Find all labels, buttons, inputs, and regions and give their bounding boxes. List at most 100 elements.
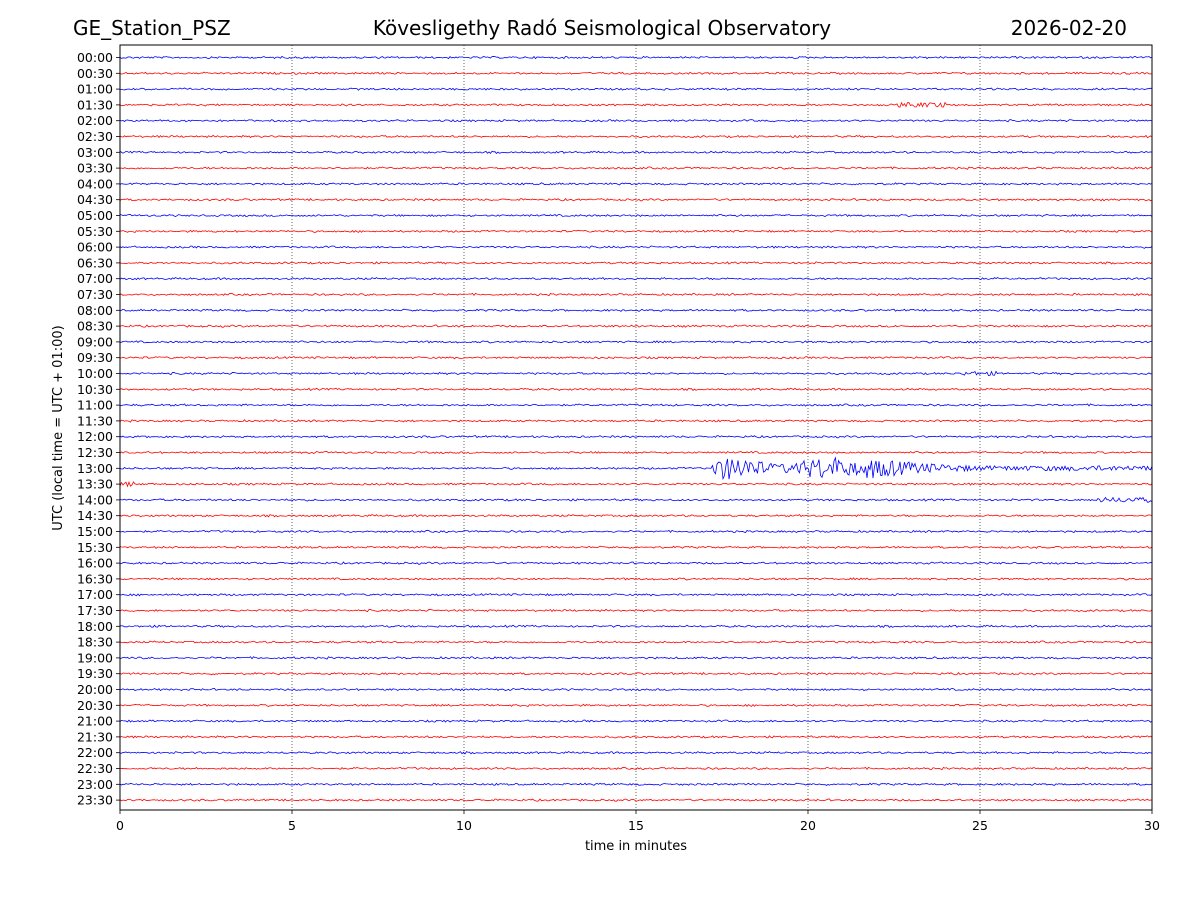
trace-2200 (120, 751, 1153, 755)
y-tick-label: 02:30 (77, 129, 113, 144)
y-tick-label: 00:00 (77, 50, 113, 65)
trace-2300 (119, 782, 1153, 786)
y-tick-label: 14:30 (77, 508, 113, 523)
x-tick-label: 20 (800, 818, 816, 833)
trace-0530 (119, 229, 1153, 233)
trace-1100 (119, 403, 1153, 407)
y-tick-label: 19:30 (77, 666, 113, 681)
y-tick-label: 23:30 (77, 793, 113, 808)
trace-0200 (119, 119, 1153, 123)
y-tick-label: 22:30 (77, 761, 113, 776)
trace-1800 (119, 624, 1153, 629)
y-tick-label: 22:00 (77, 745, 113, 760)
y-tick-label: 17:00 (77, 587, 113, 602)
trace-1430 (119, 514, 1153, 518)
y-tick-label: 09:00 (77, 334, 113, 349)
y-tick-label: 04:30 (77, 192, 113, 207)
y-tick-label: 15:30 (77, 540, 113, 555)
y-tick-label: 19:00 (77, 650, 113, 665)
y-tick-label: 13:00 (77, 461, 113, 476)
trace-1930 (119, 671, 1153, 676)
trace-0000 (119, 55, 1153, 60)
vertical-gridlines (291, 45, 981, 810)
x-tick-label: 25 (972, 818, 988, 833)
date-title: 2026-02-20 (1011, 16, 1127, 40)
y-axis-label: UTC (local time = UTC + 01:00) (51, 325, 66, 530)
trace-1630 (119, 577, 1153, 581)
station-title: GE_Station_PSZ (73, 16, 231, 40)
trace-2030 (119, 703, 1153, 707)
trace-1600 (119, 561, 1153, 565)
trace-0600 (119, 245, 1153, 249)
trace-0630 (119, 261, 1153, 265)
y-tick-label: 06:30 (77, 255, 113, 270)
y-tick-label: 07:30 (77, 287, 113, 302)
y-tick-label: 02:00 (77, 113, 113, 128)
x-tick-label: 15 (628, 818, 644, 833)
trace-0430 (119, 197, 1153, 202)
observatory-title: Kövesligethy Radó Seismological Observat… (373, 16, 831, 40)
x-axis-label: time in minutes (585, 839, 687, 854)
y-tick-label: 12:00 (77, 429, 113, 444)
trace-2330 (119, 798, 1153, 802)
y-tick-label: 20:30 (77, 698, 113, 713)
trace-0500 (119, 213, 1153, 218)
trace-1030 (119, 387, 1153, 392)
plot-frame (119, 44, 1153, 811)
trace-1200 (119, 434, 1153, 439)
trace-1000 (119, 370, 1153, 376)
trace-0300 (119, 150, 1153, 155)
y-tick-label: 08:30 (77, 319, 113, 334)
trace-1830 (119, 640, 1153, 644)
y-tick-label: 01:00 (77, 82, 113, 97)
x-axis-ticks: 0 5 10 15 20 25 30 (116, 810, 1160, 833)
y-tick-label: 18:30 (77, 635, 113, 650)
trace-2100 (119, 719, 1153, 723)
trace-1900 (119, 656, 1153, 660)
trace-0330 (119, 166, 1153, 170)
y-tick-label: 08:00 (77, 303, 113, 318)
y-tick-label: 00:30 (77, 66, 113, 81)
trace-1530 (119, 545, 1153, 549)
y-tick-label: 03:00 (77, 145, 113, 160)
seismic-traces (119, 55, 1153, 802)
trace-0130 (119, 101, 1153, 108)
trace-0400 (119, 182, 1153, 186)
trace-1700 (119, 593, 1153, 597)
x-tick-label: 10 (456, 818, 472, 833)
y-tick-label: 20:00 (77, 682, 113, 697)
y-tick-label: 04:00 (77, 176, 113, 191)
y-axis-ticks: 00:0000:3001:0001:3002:0002:3003:0003:30… (77, 50, 120, 808)
trace-2000 (119, 687, 1153, 692)
trace-1230 (119, 450, 1153, 455)
x-tick-label: 5 (288, 818, 296, 833)
trace-2130 (119, 735, 1153, 739)
trace-0730 (119, 292, 1153, 297)
y-tick-label: 13:30 (77, 477, 113, 492)
y-tick-label: 07:00 (77, 271, 113, 286)
trace-1300 (119, 456, 1153, 481)
y-tick-label: 15:00 (77, 524, 113, 539)
y-tick-label: 03:30 (77, 161, 113, 176)
y-tick-label: 14:00 (77, 492, 113, 507)
trace-1730 (119, 608, 1153, 613)
y-tick-label: 10:00 (77, 366, 113, 381)
y-tick-label: 23:00 (77, 777, 113, 792)
y-tick-label: 11:00 (77, 398, 113, 413)
y-tick-label: 16:30 (77, 571, 113, 586)
trace-0100 (119, 87, 1153, 91)
trace-0230 (119, 134, 1153, 139)
y-tick-label: 11:30 (77, 413, 113, 428)
x-tick-label: 0 (116, 818, 124, 833)
trace-0930 (119, 356, 1153, 360)
y-tick-label: 21:30 (77, 729, 113, 744)
y-tick-label: 16:00 (77, 556, 113, 571)
trace-2230 (119, 766, 1153, 771)
trace-0830 (119, 324, 1153, 328)
y-tick-label: 17:30 (77, 603, 113, 618)
y-tick-label: 21:00 (77, 714, 113, 729)
trace-0900 (119, 340, 1153, 344)
trace-0700 (119, 277, 1153, 281)
y-tick-label: 09:30 (77, 350, 113, 365)
